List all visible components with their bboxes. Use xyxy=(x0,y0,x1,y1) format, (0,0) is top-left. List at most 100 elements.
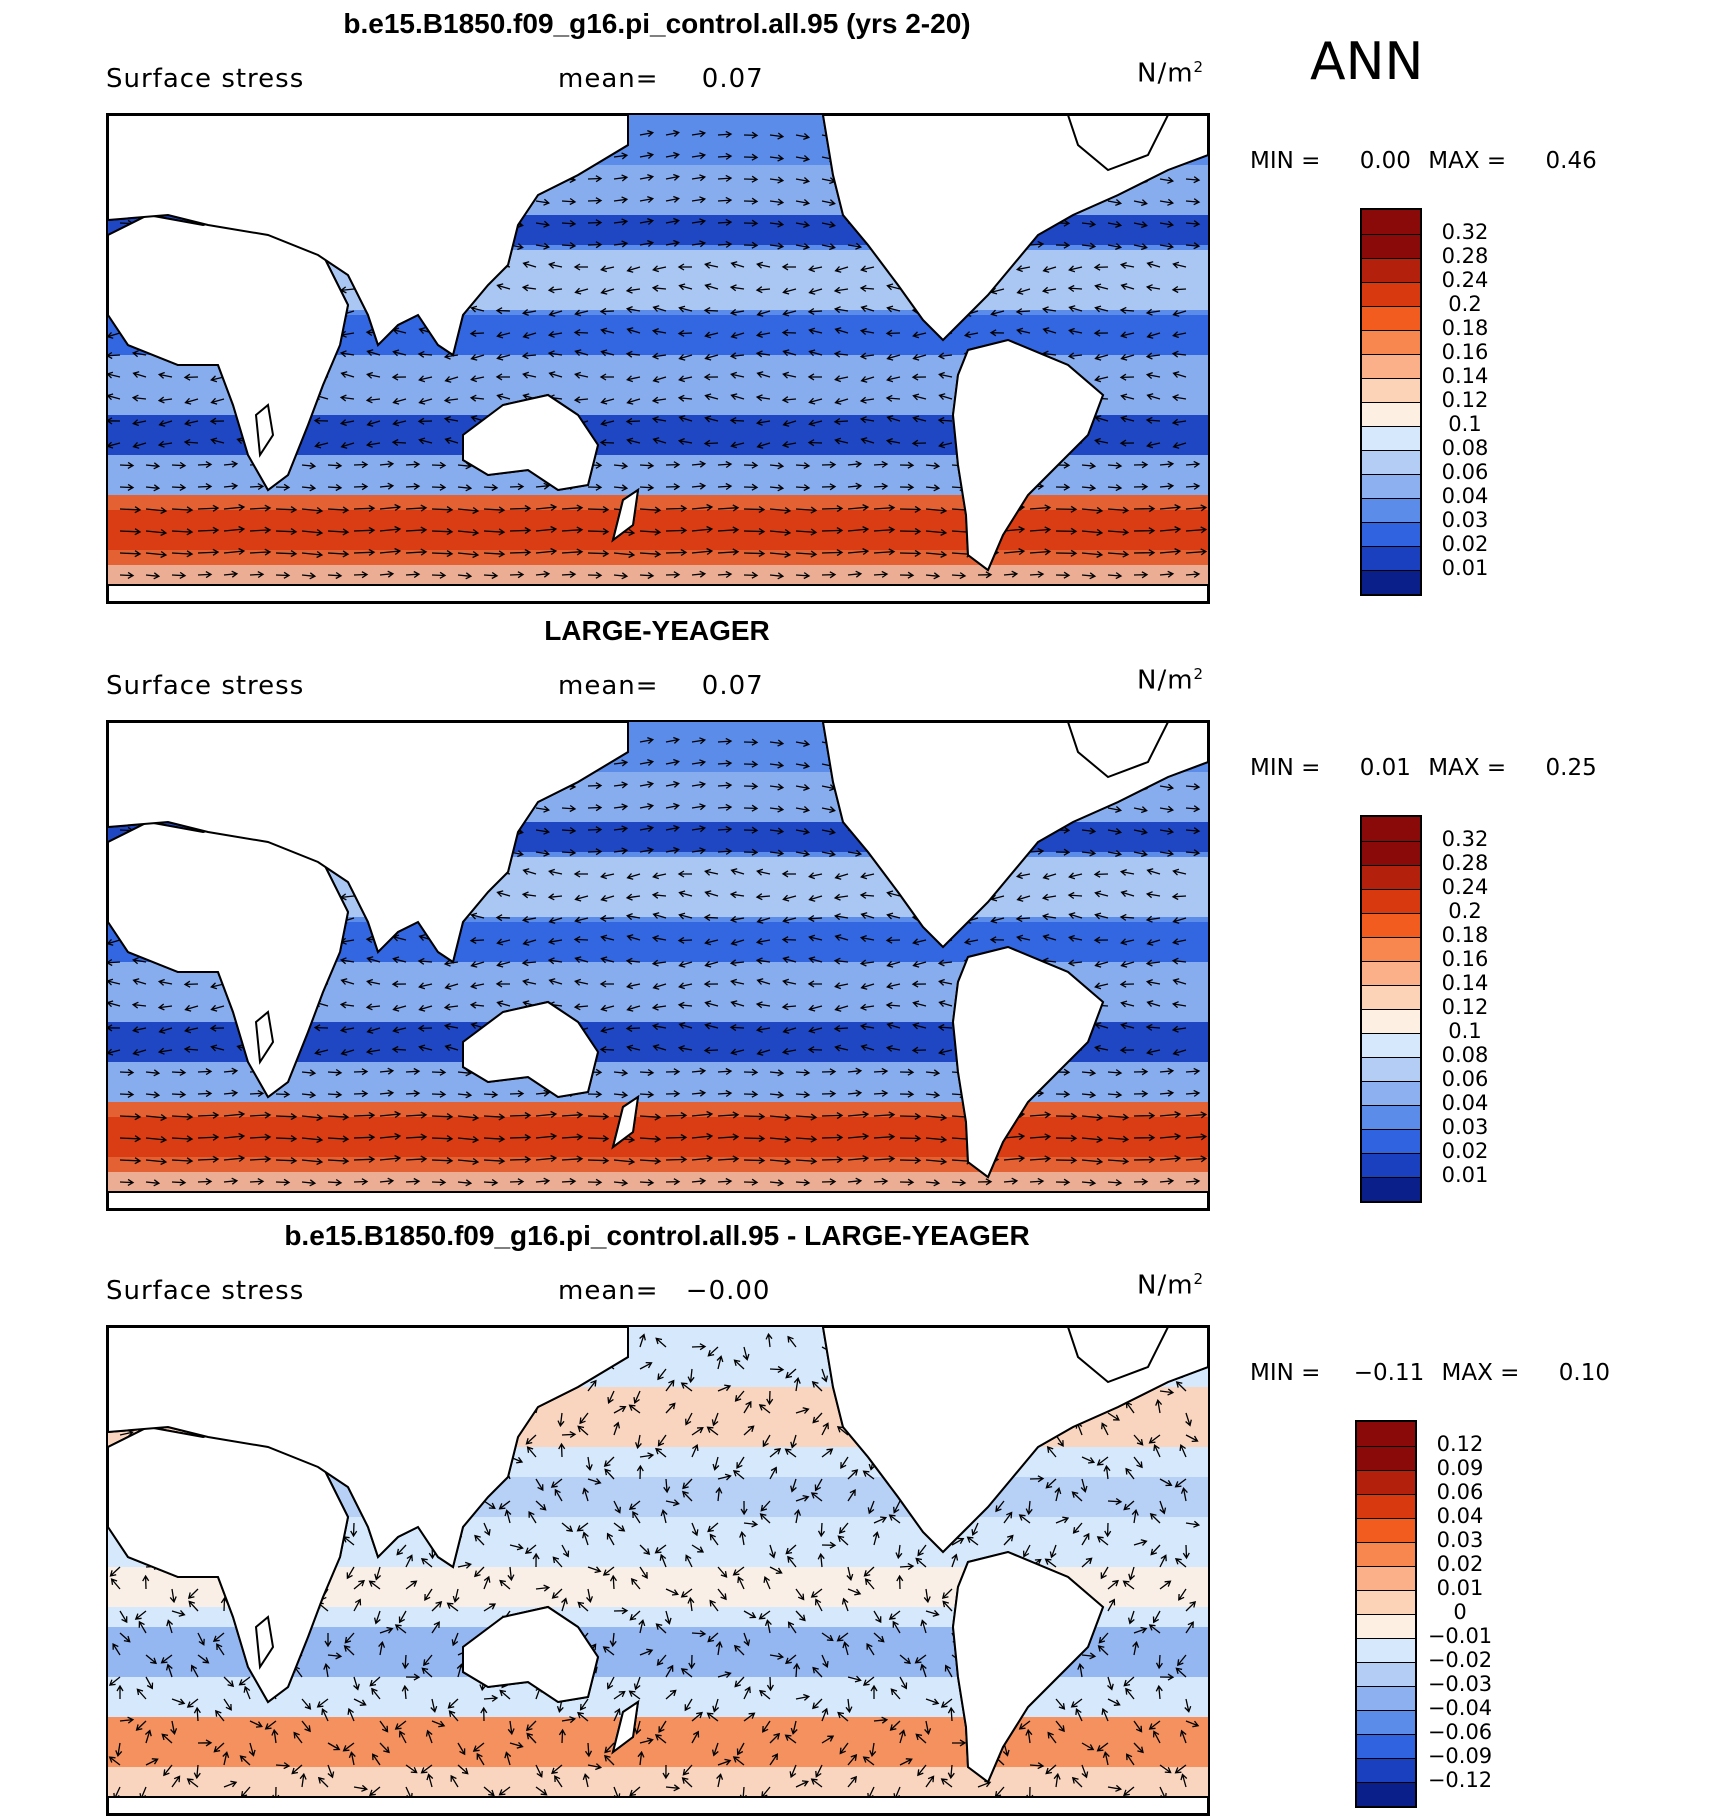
stress-vector xyxy=(886,375,901,383)
stress-vector xyxy=(1055,527,1078,535)
stress-vector xyxy=(1094,890,1109,898)
stress-band xyxy=(108,565,1208,587)
continent-outline xyxy=(1066,115,1170,172)
legend-tick-label: 0.32 xyxy=(1441,827,1489,851)
stress-vector xyxy=(528,1510,537,1524)
stress-vector xyxy=(759,1513,771,1524)
stress-vector xyxy=(1146,1048,1161,1056)
stress-vector xyxy=(912,1022,927,1030)
stress-vector xyxy=(911,439,927,447)
stress-vector xyxy=(119,571,135,579)
stress-vector xyxy=(275,528,298,536)
stress-vector xyxy=(795,133,811,141)
stress-vector xyxy=(729,417,745,425)
stress-vector xyxy=(431,528,454,536)
stress-vector xyxy=(1119,913,1135,921)
stress-vector xyxy=(873,1111,896,1119)
stress-vector xyxy=(1185,548,1208,556)
stress-vector xyxy=(431,1621,440,1634)
stress-vector xyxy=(743,782,759,790)
stress-vector xyxy=(859,934,875,942)
stress-vector xyxy=(665,758,680,766)
stress-vector xyxy=(1123,1786,1135,1797)
stress-vector xyxy=(769,154,785,162)
stress-vector xyxy=(600,872,615,880)
min-label: MIN = xyxy=(1250,148,1321,174)
stress-vector xyxy=(548,978,563,985)
stress-vector xyxy=(271,1728,279,1744)
stress-vector xyxy=(1148,1434,1161,1444)
stress-vector xyxy=(431,506,454,514)
stress-vector xyxy=(1159,1388,1175,1396)
stress-vector xyxy=(691,570,707,578)
stress-vector xyxy=(638,1619,646,1634)
stress-vector xyxy=(496,960,511,968)
stress-vector xyxy=(625,893,641,901)
stress-vector xyxy=(1107,850,1123,858)
stress-vector xyxy=(678,890,693,898)
legend-tick-label: 0.2 xyxy=(1448,292,1482,316)
stress-vector xyxy=(1120,353,1135,361)
stress-vector xyxy=(1145,1023,1161,1031)
legend-tick-label: 0.02 xyxy=(1441,532,1489,556)
stress-vector xyxy=(639,758,655,766)
stress-vector xyxy=(730,1048,745,1056)
stress-vector xyxy=(346,1566,355,1580)
stress-vector xyxy=(639,1566,648,1579)
stress-vector xyxy=(1067,891,1083,900)
stress-vector xyxy=(691,1177,707,1185)
stress-vector xyxy=(561,219,577,228)
stress-vector xyxy=(899,483,915,491)
continent-outline xyxy=(462,393,600,492)
legend-color-box xyxy=(1362,282,1420,306)
stress-vector xyxy=(677,329,693,337)
stress-vector xyxy=(108,938,121,946)
stress-vector xyxy=(1120,331,1135,339)
stress-vector xyxy=(691,240,707,248)
stress-vector xyxy=(215,1709,225,1722)
stress-vector xyxy=(665,802,680,810)
stress-vector xyxy=(781,263,797,271)
stress-vector xyxy=(561,1111,584,1119)
stress-vector xyxy=(766,1390,774,1406)
stress-vector xyxy=(859,284,875,292)
stress-vector xyxy=(834,397,849,405)
stress-vector xyxy=(704,283,719,291)
stress-vector xyxy=(769,1753,779,1766)
stress-vector xyxy=(369,1786,381,1797)
stress-vector xyxy=(691,825,707,833)
stress-vector xyxy=(600,349,615,357)
stress-vector xyxy=(521,891,537,899)
stress-vector xyxy=(923,1588,931,1604)
stress-vector xyxy=(509,1133,532,1142)
legend-color-box xyxy=(1357,1614,1415,1638)
stress-vector xyxy=(717,1758,732,1766)
stress-vector xyxy=(859,396,875,404)
stress-vector xyxy=(665,1178,681,1186)
stress-vector xyxy=(573,936,589,944)
stress-vector xyxy=(769,1448,782,1458)
stress-vector xyxy=(795,462,811,470)
stress-vector xyxy=(639,1333,646,1348)
stress-vector xyxy=(860,983,875,990)
legend-color-box xyxy=(1362,817,1420,841)
stress-vector xyxy=(821,571,837,579)
stress-vector xyxy=(119,550,142,558)
stress-vector xyxy=(1041,306,1057,314)
stress-vector xyxy=(912,415,927,423)
stress-vector xyxy=(859,959,875,967)
stress-vector xyxy=(392,1004,407,1012)
stress-vector xyxy=(655,1623,667,1634)
stress-vector xyxy=(995,1500,1005,1513)
stress-vector xyxy=(1132,1640,1140,1656)
stress-vector xyxy=(821,1541,837,1549)
stress-vector xyxy=(451,1632,459,1647)
stress-vector xyxy=(184,1004,199,1012)
legend-tick-label: 0.12 xyxy=(1441,995,1489,1019)
stress-vector xyxy=(547,893,563,901)
legend-tick-label: 0.24 xyxy=(1441,875,1489,899)
stress-vector xyxy=(743,1134,766,1143)
stress-vector xyxy=(639,1157,662,1165)
stress-vector xyxy=(764,1619,772,1634)
map-svg xyxy=(108,722,1208,1209)
